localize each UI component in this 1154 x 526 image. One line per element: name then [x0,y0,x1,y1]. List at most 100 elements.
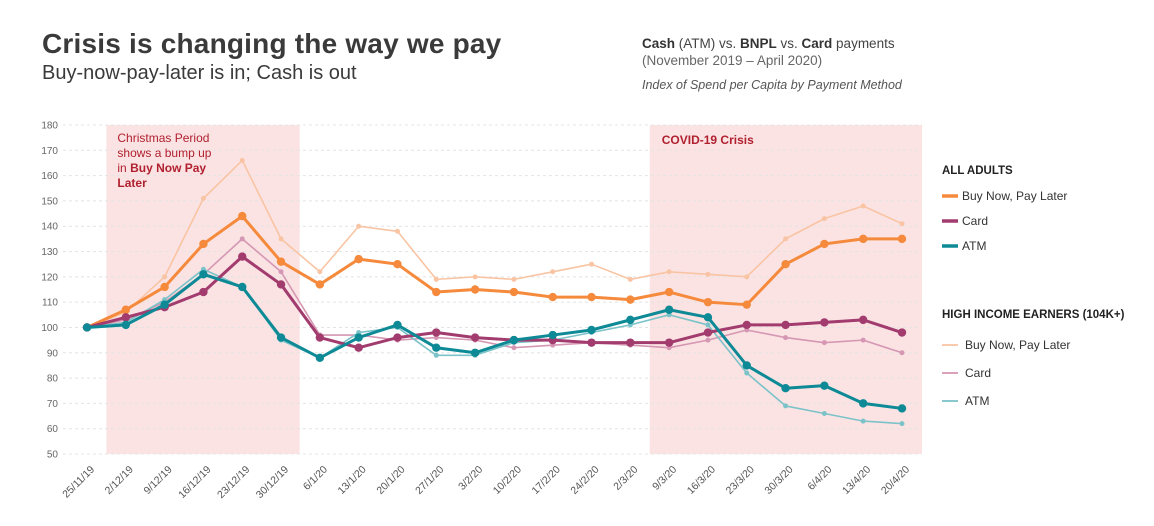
period-note: (November 2019 – April 2020) [642,53,823,68]
chart-title: Crisis is changing the way we pay [42,28,502,59]
y-tick-label: 150 [41,196,58,207]
legend-label: Buy Now, Pay Later [962,189,1067,203]
data-point [432,328,441,337]
data-point [664,287,674,297]
data-point [664,338,674,347]
data-point [860,418,866,424]
data-point [276,280,286,289]
data-point [821,216,827,222]
x-tick-label: 6/4/20 [805,464,834,493]
data-point [550,269,556,275]
data-point [238,282,247,292]
y-tick-label: 80 [47,374,59,385]
y-tick-label: 60 [47,424,59,435]
data-point [393,333,402,342]
data-point [783,236,789,242]
chart-subtitle: Buy-now-pay-later is in; Cash is out [42,62,357,84]
data-point [703,313,713,322]
data-point [781,259,790,269]
data-point [278,269,284,275]
data-point [82,323,92,332]
data-point [897,328,907,337]
data-point [587,338,596,347]
data-point [200,195,206,201]
y-tick-label: 70 [47,399,59,410]
x-tick-label: 13/1/20 [336,464,369,497]
x-tick-label: 16/12/19 [176,464,213,501]
data-point [703,297,713,307]
data-point [354,333,363,342]
legend-heading: HIGH INCOME EARNERS (104K+) [942,309,1125,321]
legend-label: ATM [965,394,989,408]
series-line-buy-now-pay-later-high-income [86,159,903,329]
data-point [470,333,480,342]
y-tick-label: 160 [41,171,58,182]
y-tick-label: 120 [41,272,58,283]
data-point [897,234,907,244]
data-point [587,325,596,335]
data-point [820,381,829,390]
data-point [276,333,286,342]
data-point [781,320,790,330]
data-point [860,337,866,343]
series-line-atm-high-income [86,268,903,425]
data-point [627,276,633,282]
data-point [199,287,208,297]
x-tick-label: 25/11/19 [60,464,97,501]
data-point [509,335,519,345]
data-point [820,318,829,327]
data-point [199,239,208,249]
cash-suffix: (ATM) vs. [675,36,741,51]
christmas-annotation-line: in Buy Now Pay [117,161,206,175]
data-point [742,300,751,309]
data-point [821,340,827,346]
data-point [276,257,286,266]
data-point [783,403,789,409]
y-tick-label: 50 [47,450,59,461]
data-point [626,295,635,304]
series-line-card-all-adults [86,255,903,350]
x-tick-label: 16/3/20 [685,464,718,497]
data-point [820,239,829,249]
data-point [781,384,790,393]
data-point [705,271,711,277]
data-point [317,269,323,275]
data-point [703,328,713,337]
data-point [394,228,400,234]
bnpl-suffix: vs. [776,36,802,51]
data-point [432,287,441,297]
data-point [626,338,635,347]
data-point [587,292,596,302]
christmas-annotation-line: Later [117,176,147,190]
data-point [899,350,905,356]
data-point [509,287,519,297]
data-point [239,236,245,242]
data-point [511,345,517,351]
x-tick-label: 30/12/19 [254,464,291,501]
index-note: Index of Spend per Capita by Payment Met… [642,78,902,92]
data-point [742,361,751,370]
data-point [821,411,827,417]
y-tick-label: 90 [47,348,59,359]
data-point [432,343,441,352]
data-point [858,399,868,408]
data-point [705,322,711,328]
y-tick-label: 140 [41,222,58,233]
data-point [899,221,905,227]
legend-label: Card [962,214,988,228]
data-point [626,315,635,325]
data-point [548,292,557,302]
series-line-atm-all-adults [86,272,903,410]
data-point [199,270,208,279]
data-point [315,353,325,363]
data-point [705,337,711,343]
data-point [860,203,866,209]
x-tick-label: 24/2/20 [568,464,601,497]
data-point [742,320,751,330]
x-tick-label: 2/3/20 [611,464,640,493]
data-point [356,223,362,229]
x-tick-label: 17/2/20 [530,464,563,497]
data-point [433,352,439,358]
covid-annotation: COVID-19 Crisis [662,133,754,147]
series-line-buy-now-pay-later-all-adults [86,214,902,329]
